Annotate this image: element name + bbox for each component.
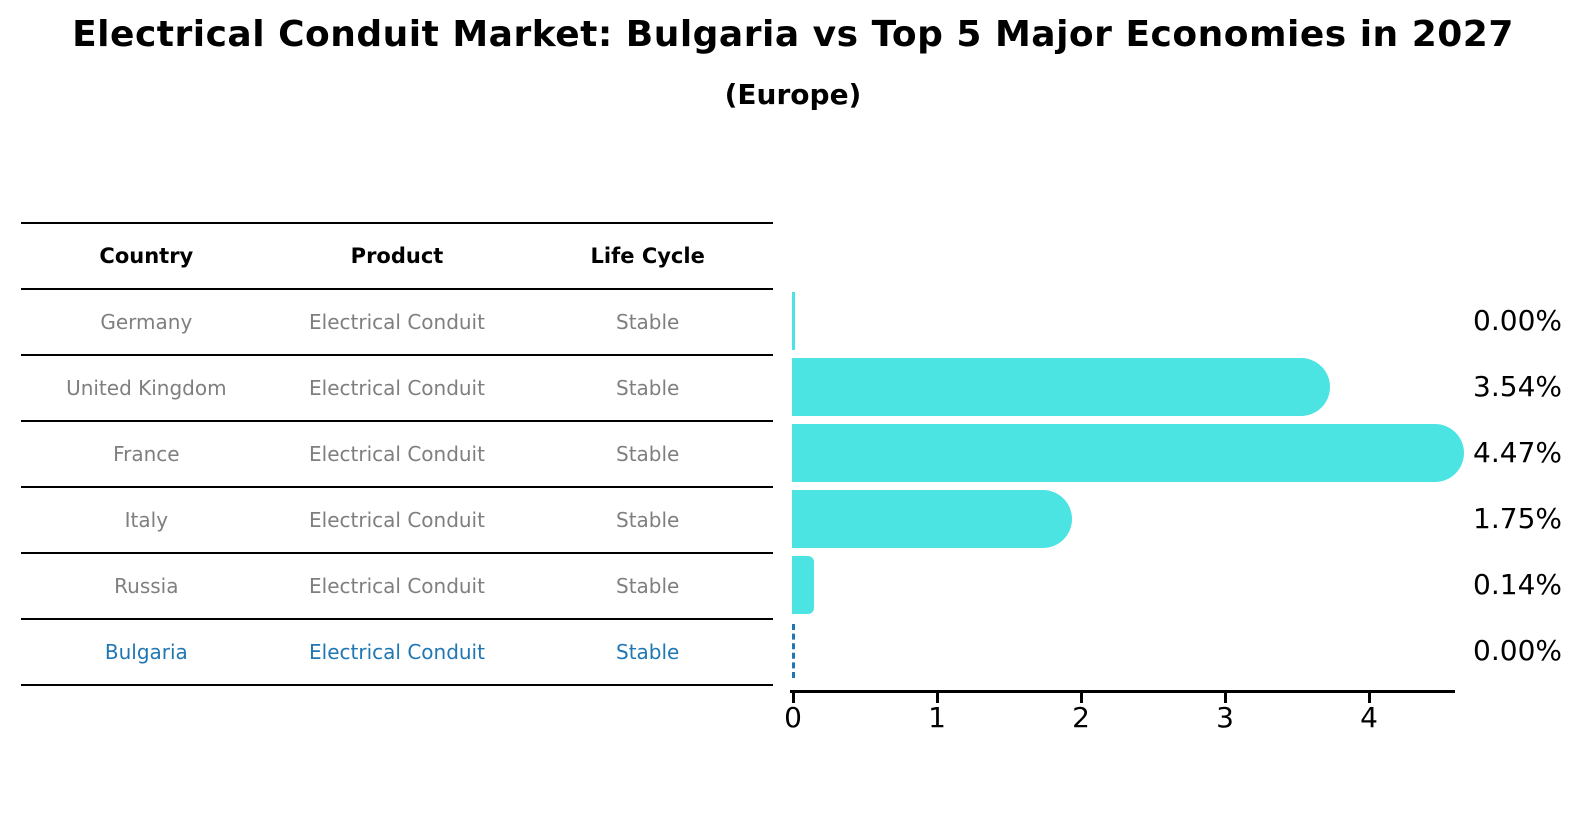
- value-label-russia: 0.14%: [1473, 568, 1562, 601]
- table-row-russia: Russia Electrical Conduit Stable: [21, 554, 773, 620]
- x-tick-label: 2: [1072, 701, 1090, 734]
- table-header-row: Country Product Life Cycle: [21, 224, 773, 290]
- header-country: Country: [99, 244, 194, 268]
- bar-row-russia: [792, 552, 1472, 618]
- table-row-germany: Germany Electrical Conduit Stable: [21, 290, 773, 356]
- cell-life-cycle: Stable: [616, 508, 680, 532]
- bar-united-kingdom: [792, 358, 1330, 416]
- x-tick-label: 1: [928, 701, 946, 734]
- header-life-cycle: Life Cycle: [590, 244, 705, 268]
- bar-row-bulgaria: [792, 618, 1472, 684]
- cell-country: Italy: [124, 508, 169, 532]
- header-product: Product: [350, 244, 444, 268]
- value-label-bulgaria: 0.00%: [1473, 634, 1562, 667]
- chart-title: Electrical Conduit Market: Bulgaria vs T…: [72, 14, 1514, 55]
- value-label-united-kingdom: 3.54%: [1473, 370, 1562, 403]
- bar-row-italy: [792, 486, 1472, 552]
- table-row-united-kingdom: United Kingdom Electrical Conduit Stable: [21, 356, 773, 422]
- value-label-germany: 0.00%: [1473, 304, 1562, 337]
- x-axis-line: [790, 690, 1455, 693]
- value-label-france: 4.47%: [1473, 436, 1562, 469]
- x-tick-mark: [792, 693, 795, 703]
- cell-product: Electrical Conduit: [309, 442, 485, 466]
- bar-russia: [792, 556, 815, 614]
- cell-product: Electrical Conduit: [309, 574, 485, 598]
- country-table: Country Product Life Cycle Germany Electr…: [21, 222, 773, 686]
- cell-country: Bulgaria: [104, 640, 188, 664]
- cell-country: France: [113, 442, 180, 466]
- bar-row-united-kingdom: [792, 354, 1472, 420]
- cell-life-cycle: Stable: [616, 574, 680, 598]
- table-row-italy: Italy Electrical Conduit Stable: [21, 488, 773, 554]
- value-labels: 0.00% 3.54% 4.47% 1.75% 0.14% 0.00%: [1432, 288, 1562, 684]
- x-tick-label: 0: [784, 701, 802, 734]
- cell-product: Electrical Conduit: [309, 508, 485, 532]
- table-body: Germany Electrical Conduit Stable United Ki…: [21, 290, 773, 686]
- highlight-zero-dashed-line: [792, 624, 795, 678]
- cell-country: Germany: [100, 310, 193, 334]
- table-row-france: France Electrical Conduit Stable: [21, 422, 773, 488]
- cell-life-cycle: Stable: [616, 376, 680, 400]
- plot-area: [792, 288, 1472, 684]
- bar-row-france: [792, 420, 1472, 486]
- cell-life-cycle: Stable: [616, 640, 680, 664]
- cell-country: Russia: [114, 574, 179, 598]
- x-tick-label: 4: [1360, 701, 1378, 734]
- cell-life-cycle: Stable: [616, 310, 680, 334]
- cell-country: United Kingdom: [66, 376, 227, 400]
- cell-product: Electrical Conduit: [309, 640, 485, 664]
- bar-germany: [792, 292, 795, 350]
- x-tick-mark: [1368, 693, 1371, 703]
- x-tick-label: 3: [1216, 701, 1234, 734]
- bar-row-germany: [792, 288, 1472, 354]
- x-tick-mark: [1224, 693, 1227, 703]
- cell-product: Electrical Conduit: [309, 310, 485, 334]
- value-label-italy: 1.75%: [1473, 502, 1562, 535]
- x-tick-mark: [1080, 693, 1083, 703]
- chart-subtitle: (Europe): [724, 78, 862, 111]
- bar-france: [792, 424, 1464, 482]
- x-tick-mark: [936, 693, 939, 703]
- cell-product: Electrical Conduit: [309, 376, 485, 400]
- bar-italy: [792, 490, 1072, 548]
- cell-life-cycle: Stable: [616, 442, 680, 466]
- table-row-bulgaria: Bulgaria Electrical Conduit Stable: [21, 620, 773, 686]
